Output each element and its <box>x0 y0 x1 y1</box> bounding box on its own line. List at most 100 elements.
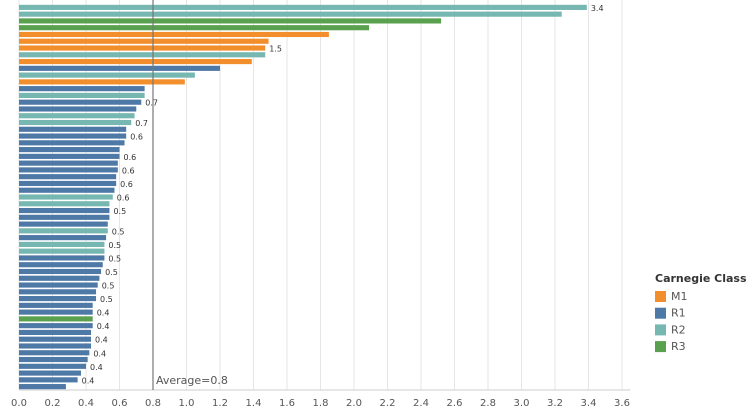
bar <box>19 350 90 356</box>
bar <box>19 201 110 207</box>
bar <box>19 126 127 132</box>
bar <box>19 174 117 180</box>
reference-label: Average=0.8 <box>156 374 228 387</box>
value-label: 0.5 <box>102 282 115 291</box>
bar <box>19 207 110 214</box>
bar <box>19 4 587 10</box>
value-label: 0.4 <box>95 336 108 345</box>
bar <box>19 79 185 85</box>
bar <box>19 153 120 159</box>
bar <box>19 302 93 308</box>
value-label: 0.4 <box>97 322 110 331</box>
value-label: 0.6 <box>120 180 133 189</box>
bar <box>19 38 269 44</box>
value-label: 0.7 <box>135 119 148 128</box>
value-label: 0.4 <box>90 363 103 372</box>
legend-label: R2 <box>671 323 686 336</box>
x-tick-label: 3.0 <box>514 398 530 409</box>
bar <box>19 18 442 24</box>
bar <box>19 255 105 261</box>
x-tick-label: 3.2 <box>547 398 563 409</box>
bar <box>19 58 252 65</box>
x-tick-label: 2.8 <box>480 398 496 409</box>
bar <box>19 31 329 38</box>
bar <box>19 323 93 329</box>
bar <box>19 384 66 390</box>
bar <box>19 356 88 363</box>
bar <box>19 133 127 139</box>
bar <box>19 92 145 98</box>
bar <box>19 275 100 281</box>
bar <box>19 377 78 383</box>
x-tick-label: 1.8 <box>313 398 329 409</box>
bar <box>19 370 81 376</box>
bar <box>19 316 93 322</box>
bar <box>19 309 93 315</box>
value-label: 0.5 <box>100 295 113 304</box>
x-tick-label: 2.4 <box>413 398 429 409</box>
bar <box>19 160 118 166</box>
bar <box>19 99 142 105</box>
bar <box>19 235 107 241</box>
legend-swatch <box>655 291 666 302</box>
legend-title: Carnegie Class <box>655 272 747 285</box>
x-tick-label: 2.0 <box>346 398 362 409</box>
legend-label: M1 <box>671 290 688 303</box>
value-label: 1.5 <box>269 45 282 54</box>
value-label: 0.4 <box>93 349 106 358</box>
x-tick-label: 3.4 <box>581 398 597 409</box>
legend-swatch <box>655 324 666 336</box>
bar <box>19 214 110 220</box>
legend-label: R3 <box>671 340 686 353</box>
value-label: 3.4 <box>591 4 604 13</box>
value-label: 0.5 <box>113 207 126 216</box>
bar <box>19 296 97 302</box>
x-tick-label: 0.8 <box>145 398 161 409</box>
x-tick-label: 1.4 <box>246 398 262 409</box>
bar <box>19 262 103 268</box>
bar <box>19 147 120 153</box>
x-tick-label: 2.6 <box>447 398 463 409</box>
x-tick-label: 1.6 <box>279 398 295 409</box>
bar <box>19 268 102 275</box>
bar <box>19 72 195 78</box>
bar <box>19 140 125 146</box>
bar <box>19 336 92 342</box>
bar <box>19 241 105 247</box>
bar <box>19 11 562 17</box>
x-tick-label: 0.2 <box>45 398 61 409</box>
bar <box>19 113 135 119</box>
value-label: 0.6 <box>130 133 143 142</box>
value-label: 0.5 <box>105 268 118 277</box>
bar <box>19 221 108 227</box>
x-tick-label: 0.6 <box>112 398 128 409</box>
legend-swatch <box>655 307 666 319</box>
legend-swatch <box>655 341 666 353</box>
x-tick-label: 1.2 <box>212 398 228 409</box>
value-label: 0.6 <box>117 194 130 203</box>
bar <box>19 282 98 288</box>
value-label: 0.6 <box>124 153 137 162</box>
value-label: 0.7 <box>145 99 158 108</box>
value-label: 0.5 <box>108 254 121 263</box>
bar <box>19 52 266 58</box>
bar <box>19 194 113 200</box>
bar <box>19 289 97 295</box>
x-tick-label: 0.0 <box>11 398 27 409</box>
bar <box>19 167 118 173</box>
value-label: 0.4 <box>82 376 95 385</box>
bar <box>19 187 115 193</box>
value-label: 0.4 <box>97 309 110 318</box>
x-tick-label: 2.2 <box>380 398 396 409</box>
bar <box>19 248 105 254</box>
value-label: 0.5 <box>108 241 121 250</box>
bar <box>19 180 117 187</box>
x-tick-label: 3.6 <box>614 398 630 409</box>
value-label: 0.5 <box>112 227 125 236</box>
bar <box>19 119 132 126</box>
bar <box>19 106 137 112</box>
bar <box>19 363 86 369</box>
bar <box>19 343 92 349</box>
legend-label: R1 <box>671 307 686 320</box>
